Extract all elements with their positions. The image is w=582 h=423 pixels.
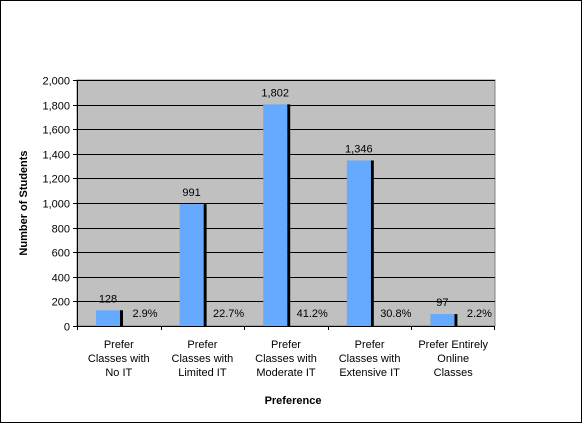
bar-shadow [454, 314, 458, 326]
y-tick-label: 2,000 [42, 76, 70, 88]
x-category-label: Prefer Entirely [418, 339, 488, 351]
x-category-label: Prefer [104, 339, 134, 351]
bar-shadow [203, 204, 207, 326]
x-category-label: Limited IT [178, 367, 227, 379]
bar-value-label: 128 [99, 293, 117, 305]
y-tick-label: 1,600 [42, 125, 70, 137]
bar [179, 204, 204, 326]
bar-percent-label: 41.2% [297, 308, 328, 320]
x-category-label: Classes with [339, 353, 401, 365]
bars: 128 2.9% 991 22.7% 1,802 41.2% 1,346 30.8% 97 2.2… [96, 87, 492, 326]
bar-value-label: 1,802 [261, 87, 289, 99]
y-tick-label: 1,000 [42, 199, 70, 211]
x-category-label: No IT [105, 367, 132, 379]
y-tick-label: 800 [52, 224, 70, 236]
x-category-label: Online [437, 353, 469, 365]
bar-shadow [287, 104, 291, 326]
bar-shadow [370, 160, 374, 326]
bar [430, 314, 455, 326]
x-category-label: Prefer [187, 339, 217, 351]
y-tick-label: 0 [64, 322, 70, 334]
bar [96, 310, 120, 326]
x-axis-title: Preference [265, 395, 322, 407]
bar-percent-label: 30.8% [380, 308, 411, 320]
x-category-label: Classes [434, 367, 474, 379]
bar-value-label: 991 [182, 187, 200, 199]
y-tick-label: 200 [52, 297, 70, 309]
bar-value-label: 97 [436, 297, 448, 309]
y-tick-label: 1,200 [42, 174, 70, 186]
y-tick-label: 400 [52, 273, 70, 285]
x-category-label: Prefer [271, 339, 301, 351]
x-category-label: Extensive IT [339, 367, 400, 379]
y-tick-label: 1,800 [42, 101, 70, 113]
y-tick-label: 600 [52, 248, 70, 260]
bar [346, 160, 371, 326]
x-category-label: Classes with [88, 353, 150, 365]
bar [263, 104, 288, 326]
x-category-label: Classes with [172, 353, 234, 365]
x-axis-labels: Prefer Classes with No IT Prefer Classes wit… [77, 326, 495, 379]
y-tick-label: 1,400 [42, 150, 70, 162]
x-category-label: Moderate IT [256, 367, 316, 379]
bar-percent-label: 2.2% [467, 308, 492, 320]
y-axis-title: Number of Students [18, 150, 30, 255]
bar-shadow [120, 310, 123, 326]
bar-percent-label: 2.9% [132, 308, 157, 320]
bar-value-label: 1,346 [345, 143, 373, 155]
x-category-label: Prefer [355, 339, 385, 351]
bar-percent-label: 22.7% [213, 308, 244, 320]
x-category-label: Classes with [255, 353, 317, 365]
y-axis-ticks: 0 200 400 600 800 1,000 1,200 1,400 1,600 1,800 2,… [42, 76, 495, 334]
